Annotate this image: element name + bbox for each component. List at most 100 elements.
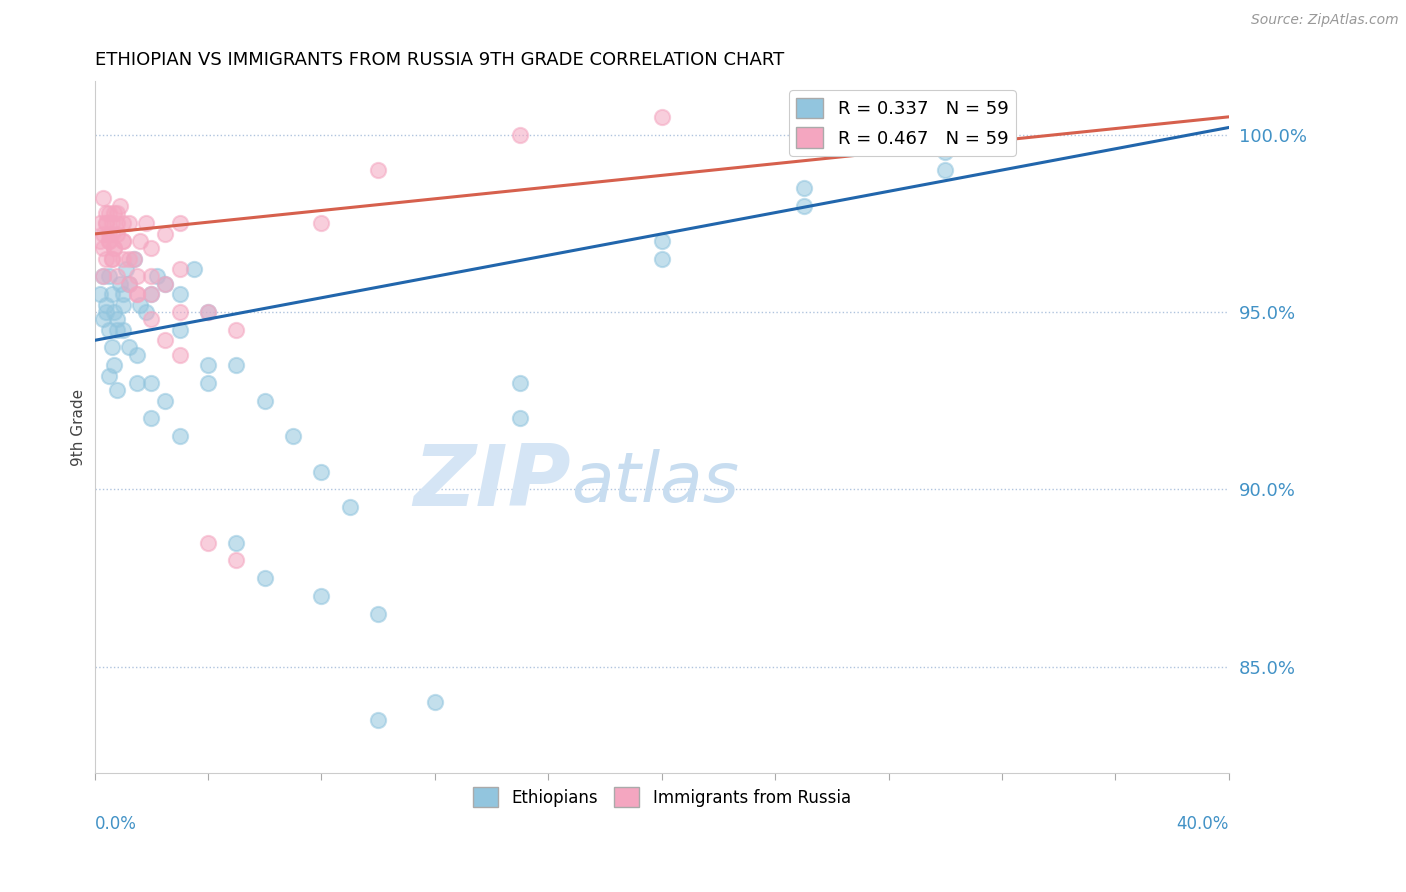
Point — [183, 262, 205, 277]
Point — [103, 305, 125, 319]
Point — [225, 553, 247, 567]
Point — [89, 287, 111, 301]
Point — [141, 269, 163, 284]
Point — [114, 262, 136, 277]
Point — [117, 277, 139, 291]
Point — [197, 376, 219, 390]
Point — [253, 571, 276, 585]
Point — [651, 234, 673, 248]
Point — [127, 269, 149, 284]
Point — [934, 145, 956, 160]
Point — [89, 216, 111, 230]
Point — [169, 429, 191, 443]
Point — [108, 277, 131, 291]
Point — [127, 347, 149, 361]
Point — [100, 252, 122, 266]
Point — [155, 393, 177, 408]
Point — [311, 465, 333, 479]
Point — [111, 234, 134, 248]
Point — [367, 163, 389, 178]
Point — [94, 252, 117, 266]
Y-axis label: 9th Grade: 9th Grade — [72, 389, 86, 466]
Point — [127, 287, 149, 301]
Point — [94, 205, 117, 219]
Point — [127, 287, 149, 301]
Point — [169, 305, 191, 319]
Point — [281, 429, 304, 443]
Point — [111, 298, 134, 312]
Point — [141, 376, 163, 390]
Point — [105, 227, 128, 241]
Point — [793, 198, 815, 212]
Point — [94, 305, 117, 319]
Point — [117, 216, 139, 230]
Point — [197, 305, 219, 319]
Point — [124, 252, 146, 266]
Text: 40.0%: 40.0% — [1177, 814, 1229, 833]
Point — [105, 205, 128, 219]
Point — [111, 234, 134, 248]
Point — [141, 241, 163, 255]
Point — [117, 341, 139, 355]
Point — [155, 277, 177, 291]
Legend: Ethiopians, Immigrants from Russia: Ethiopians, Immigrants from Russia — [465, 780, 858, 814]
Point — [135, 305, 157, 319]
Point — [97, 234, 120, 248]
Point — [934, 110, 956, 124]
Point — [253, 393, 276, 408]
Point — [105, 323, 128, 337]
Point — [89, 234, 111, 248]
Point — [225, 323, 247, 337]
Point — [127, 376, 149, 390]
Point — [105, 216, 128, 230]
Point — [103, 205, 125, 219]
Point — [367, 607, 389, 621]
Point — [155, 334, 177, 348]
Point — [141, 287, 163, 301]
Text: ZIP: ZIP — [413, 442, 571, 524]
Point — [124, 252, 146, 266]
Text: Source: ZipAtlas.com: Source: ZipAtlas.com — [1251, 13, 1399, 28]
Point — [509, 411, 531, 425]
Point — [117, 252, 139, 266]
Point — [100, 287, 122, 301]
Point — [141, 411, 163, 425]
Point — [141, 312, 163, 326]
Point — [311, 216, 333, 230]
Point — [97, 368, 120, 383]
Point — [129, 298, 152, 312]
Point — [155, 277, 177, 291]
Point — [169, 216, 191, 230]
Point — [423, 695, 446, 709]
Point — [105, 383, 128, 397]
Point — [111, 323, 134, 337]
Point — [197, 535, 219, 549]
Point — [225, 535, 247, 549]
Point — [169, 347, 191, 361]
Point — [91, 191, 114, 205]
Point — [117, 277, 139, 291]
Point — [103, 241, 125, 255]
Point — [169, 323, 191, 337]
Point — [94, 216, 117, 230]
Point — [197, 305, 219, 319]
Point — [91, 227, 114, 241]
Point — [339, 500, 361, 514]
Point — [108, 198, 131, 212]
Point — [135, 216, 157, 230]
Point — [100, 341, 122, 355]
Point — [111, 287, 134, 301]
Point — [129, 234, 152, 248]
Point — [100, 227, 122, 241]
Point — [509, 376, 531, 390]
Point — [934, 163, 956, 178]
Point — [91, 312, 114, 326]
Point — [97, 269, 120, 284]
Point — [103, 241, 125, 255]
Point — [169, 262, 191, 277]
Point — [100, 216, 122, 230]
Point — [111, 216, 134, 230]
Point — [509, 128, 531, 142]
Point — [91, 269, 114, 284]
Point — [311, 589, 333, 603]
